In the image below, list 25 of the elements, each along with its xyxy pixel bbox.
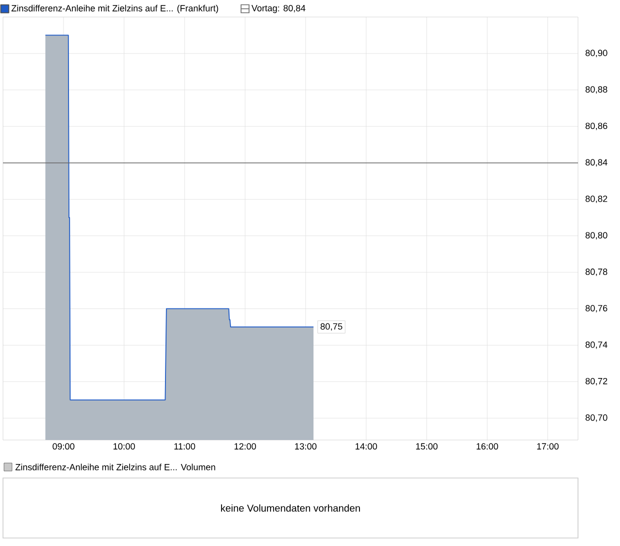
legend-label: Zinsdifferenz-Anleihe mit Zielzins auf E... (Frankfurt) [11, 4, 218, 14]
text: Zinsdifferenz-Anleihe mit Zielzins auf E... Volumen [15, 464, 216, 470]
y-tick-label: 80,86 [586, 122, 608, 130]
y-tick-label: 80,80 [586, 232, 608, 240]
x-tick-label: 15:00 [416, 443, 438, 450]
y-tick-label: 80,84 [586, 159, 608, 167]
y-tick-label: 80,74 [586, 341, 608, 349]
y-tick-label: 80,78 [586, 268, 608, 276]
x-tick-label: 10:00 [114, 443, 135, 450]
y-tick-label: 80,72 [586, 378, 608, 386]
x-tick-label: 14:00 [356, 443, 378, 450]
x-tick-label: 17:00 [537, 443, 559, 450]
y-tick-label: 80,76 [586, 305, 608, 312]
y-tick-label: 80,70 [586, 414, 608, 422]
data-label: 80,75 [320, 323, 342, 331]
text: keine Volumendaten vorhanden [221, 504, 360, 512]
x-tick-label: 12:00 [234, 443, 256, 450]
y-tick-label: 80,88 [586, 86, 608, 94]
y-tick-label: 80,82 [586, 196, 608, 204]
legend-label: Vortag: 80,84 [252, 4, 306, 14]
x-tick-label: 13:00 [295, 443, 317, 450]
x-tick-label: 16:00 [476, 443, 498, 450]
y-tick-label: 80,90 [586, 50, 608, 58]
x-tick-label: 09:00 [52, 443, 74, 450]
x-tick-label: 11:00 [174, 443, 196, 450]
